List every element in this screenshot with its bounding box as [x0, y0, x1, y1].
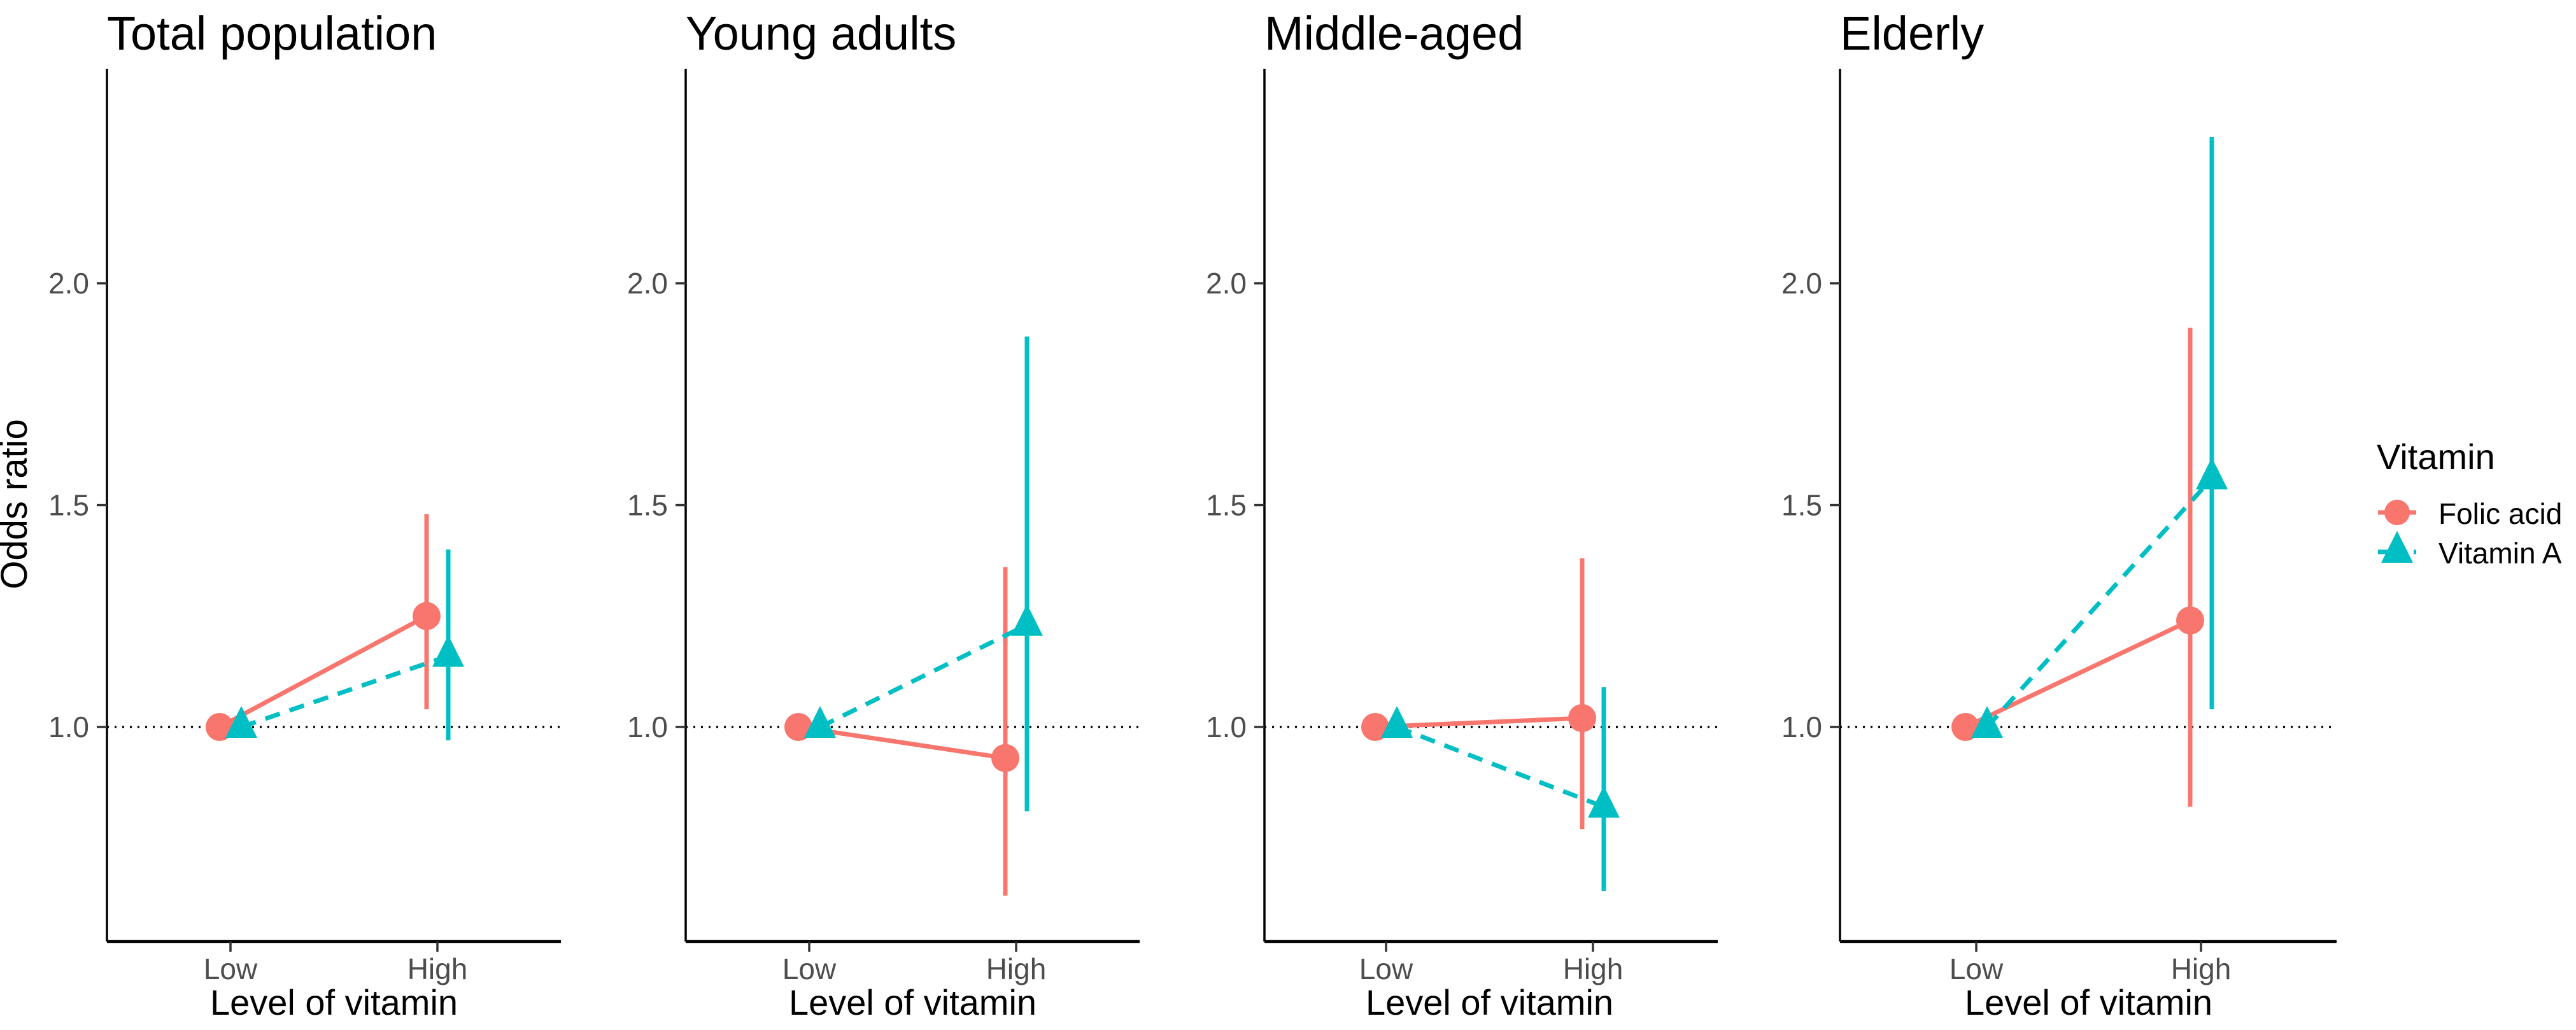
- trend-line: [1985, 477, 2214, 729]
- y-axis-title: Odds ratio: [0, 419, 35, 589]
- y-tick-label: 1.0: [1206, 710, 1247, 744]
- series-vitamin-a: [1971, 136, 2228, 738]
- circle-marker: [1568, 704, 1596, 733]
- triangle-marker: [1381, 706, 1413, 738]
- legend: Vitamin Folic acid Vitamin A: [2377, 437, 2562, 570]
- trend-line: [1396, 724, 1605, 809]
- legend-label-vitamin-a: Vitamin A: [2438, 537, 2562, 570]
- series-vitamin-a: [225, 549, 464, 740]
- triangle-marker: [1588, 786, 1620, 818]
- circle-marker: [1361, 713, 1389, 741]
- y-tick-label: 2.0: [1206, 267, 1247, 300]
- triangle-marker: [225, 706, 257, 738]
- panel-title: Elderly: [1840, 7, 1984, 60]
- trend-line: [218, 614, 428, 730]
- y-tick-label: 1.5: [1781, 489, 1822, 522]
- x-tick-label: Low: [1359, 952, 1413, 985]
- series-folic-acid: [1951, 327, 2204, 807]
- circle-marker: [2176, 606, 2204, 635]
- x-axis-title: Level of vitamin: [1965, 982, 2212, 1022]
- triangle-marker: [2196, 457, 2228, 490]
- legend-triangle-icon: [2381, 531, 2413, 563]
- x-tick-label: Low: [782, 952, 837, 985]
- circle-marker: [1951, 713, 1979, 741]
- panel-title: Middle-aged: [1264, 7, 1524, 60]
- y-tick-label: 2.0: [1781, 267, 1822, 300]
- y-tick-label: 1.5: [48, 489, 89, 522]
- legend-title: Vitamin: [2377, 437, 2495, 477]
- x-axis-title: Level of vitamin: [789, 982, 1037, 1022]
- x-tick-label: Low: [204, 952, 258, 985]
- x-tick-label: High: [407, 952, 468, 985]
- triangle-marker: [804, 706, 836, 738]
- series-vitamin-a: [804, 336, 1043, 812]
- panel-title: Young adults: [686, 7, 956, 60]
- trend-line: [819, 623, 1028, 730]
- triangle-marker: [432, 635, 464, 667]
- y-tick-label: 1.0: [48, 710, 89, 744]
- y-tick-label: 1.5: [1206, 489, 1247, 522]
- legend-key-folic-acid: [2378, 500, 2416, 525]
- y-tick-label: 2.0: [48, 267, 89, 300]
- trend-line: [1964, 618, 2191, 730]
- y-tick-label: 1.0: [627, 710, 668, 744]
- circle-marker: [413, 602, 441, 630]
- legend-key-vitamin-a: [2378, 531, 2416, 563]
- x-tick-label: High: [986, 952, 1047, 985]
- legend-label-folic-acid: Folic acid: [2438, 497, 2562, 530]
- series-folic-acid: [206, 514, 441, 741]
- circle-marker: [784, 713, 812, 741]
- x-tick-label: High: [1563, 952, 1624, 985]
- x-tick-label: Low: [1950, 952, 2004, 985]
- circle-marker: [991, 744, 1019, 772]
- triangle-marker: [1011, 603, 1043, 636]
- series-vitamin-a: [1381, 687, 1620, 891]
- circle-marker: [206, 713, 234, 741]
- series-folic-acid: [1361, 558, 1596, 829]
- y-tick-label: 1.0: [1781, 710, 1822, 744]
- triangle-marker: [1971, 706, 2003, 738]
- y-tick-label: 1.5: [627, 489, 668, 522]
- legend-circle-icon: [2384, 500, 2410, 525]
- trend-line: [240, 654, 449, 730]
- x-axis-title: Level of vitamin: [1366, 982, 1613, 1022]
- panel-title: Total population: [107, 7, 437, 60]
- x-tick-label: High: [2171, 952, 2232, 985]
- series-folic-acid: [784, 567, 1019, 896]
- y-tick-label: 2.0: [627, 267, 668, 300]
- trend-line: [1375, 716, 1583, 730]
- x-axis-title: Level of vitamin: [210, 982, 458, 1022]
